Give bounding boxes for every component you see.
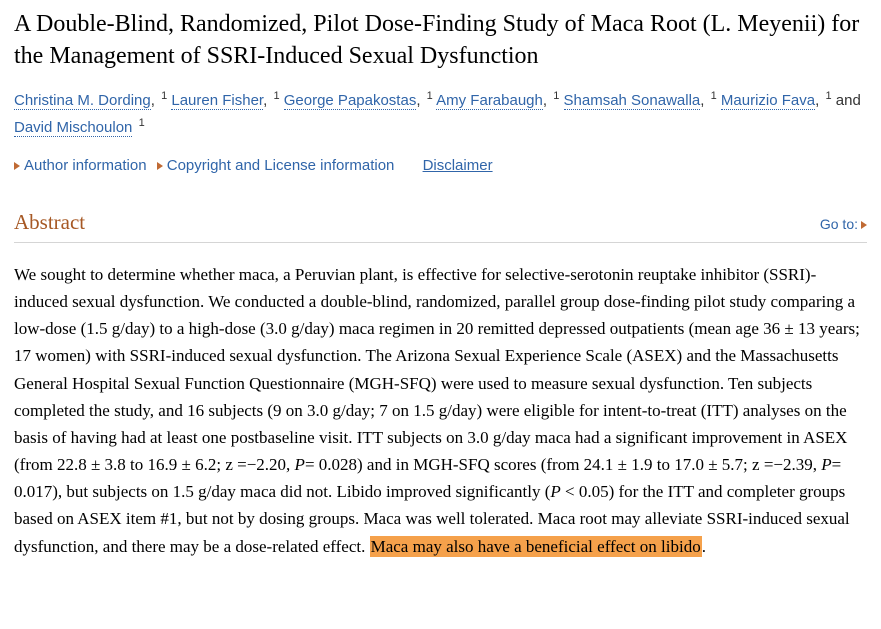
article-title: A Double-Blind, Randomized, Pilot Dose-F… (14, 8, 867, 73)
caret-right-icon (157, 162, 163, 170)
affiliation-marker: 1 (825, 90, 831, 102)
caret-right-icon (861, 221, 867, 229)
abstract-segment: = 0.028) and in MGH-SFQ scores (from 24.… (305, 455, 821, 474)
goto-dropdown[interactable]: Go to: (820, 214, 867, 235)
disclaimer-link[interactable]: Disclaimer (423, 157, 493, 174)
abstract-segment: . (702, 537, 706, 556)
author-link[interactable]: Amy Farabaugh (436, 92, 543, 110)
abstract-heading: Abstract (14, 207, 85, 239)
caret-right-icon (14, 162, 20, 170)
affiliation-marker: 1 (427, 90, 433, 102)
author-link[interactable]: Christina M. Dording (14, 92, 151, 110)
copyright-license-link[interactable]: Copyright and License information (167, 157, 395, 174)
author-joiner: and (836, 92, 861, 109)
author-link[interactable]: Lauren Fisher (171, 92, 263, 110)
affiliation-marker: 1 (139, 117, 145, 129)
author-link[interactable]: Shamsah Sonawalla (564, 92, 701, 110)
author-information-link[interactable]: Author information (24, 157, 147, 174)
author-link[interactable]: Maurizio Fava (721, 92, 815, 110)
author-link[interactable]: George Papakostas (284, 92, 417, 110)
info-line: Author information Copyright and License… (14, 155, 867, 178)
highlighted-text: Maca may also have a beneficial effect o… (370, 536, 702, 557)
affiliation-marker: 1 (161, 90, 167, 102)
affiliation-marker: 1 (553, 90, 559, 102)
abstract-segment: We sought to determine whether maca, a P… (14, 265, 860, 474)
abstract-section-header: Abstract Go to: (14, 207, 867, 243)
p-value-label: P (295, 455, 305, 474)
affiliation-marker: 1 (711, 90, 717, 102)
affiliation-marker: 1 (273, 90, 279, 102)
p-value-label: P (821, 455, 831, 474)
author-link[interactable]: David Mischoulon (14, 119, 132, 137)
authors-block: Christina M. Dording, 1 Lauren Fisher, 1… (14, 87, 867, 141)
abstract-text: We sought to determine whether maca, a P… (14, 261, 867, 560)
goto-label: Go to: (820, 216, 858, 232)
p-value-label: P (550, 482, 560, 501)
